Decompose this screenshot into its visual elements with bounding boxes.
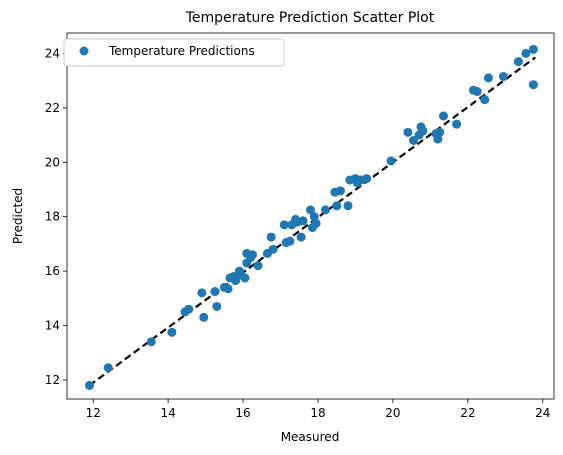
data-point [312,219,321,228]
data-point [529,80,538,89]
data-point [484,73,493,82]
data-point [336,186,345,195]
data-point [199,313,208,322]
data-point [362,174,371,183]
data-point [299,216,308,225]
data-point [403,128,412,137]
x-tick-label: 14 [161,406,176,420]
data-point [418,126,427,135]
y-axis-label: Predicted [11,188,25,244]
data-point [147,337,156,346]
data-point [184,305,193,314]
x-tick-label: 18 [310,406,325,420]
x-axis-label: Measured [281,430,340,444]
chart-title: Temperature Prediction Scatter Plot [185,10,435,26]
data-point [267,233,276,242]
data-point [480,95,489,104]
data-point [332,201,341,210]
y-tick-label: 18 [45,210,60,224]
data-point [387,156,396,165]
data-point [212,302,221,311]
legend-marker [80,47,89,56]
x-tick-label: 22 [460,406,475,420]
data-point [224,284,233,293]
data-point [167,328,176,337]
y-tick-label: 12 [45,373,60,387]
y-tick-label: 24 [45,46,60,60]
legend-label: Temperature Predictions [108,44,255,58]
y-tick-label: 16 [45,264,60,278]
y-tick-label: 22 [45,101,60,115]
data-point [197,288,206,297]
x-tick-label: 20 [385,406,400,420]
data-point [439,111,448,120]
x-tick-label: 16 [235,406,250,420]
legend: Temperature Predictions [64,39,284,66]
data-point [529,45,538,54]
x-tick-label: 24 [535,406,550,420]
data-point [452,120,461,129]
data-point [321,205,330,214]
data-point [85,381,94,390]
data-point [240,273,249,282]
data-point [269,245,278,254]
data-point [473,87,482,96]
data-point [104,363,113,372]
data-point [285,237,294,246]
data-point [514,57,523,66]
x-tick-label: 12 [86,406,101,420]
data-point [343,201,352,210]
data-point [210,287,219,296]
y-tick-label: 14 [45,319,60,333]
data-point [248,250,257,259]
y-tick-label: 20 [45,155,60,169]
data-point [499,72,508,81]
data-point [435,128,444,137]
data-point [297,233,306,242]
data-point [254,261,263,270]
